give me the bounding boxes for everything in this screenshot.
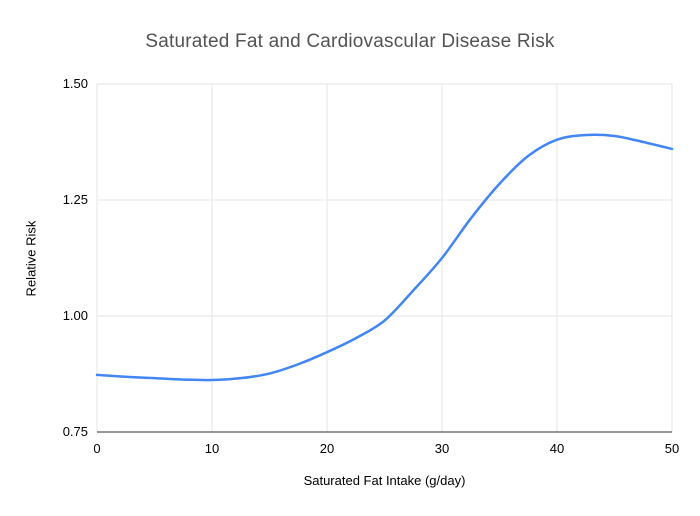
x-tick-label: 0	[93, 441, 101, 456]
y-tick-label: 1.00	[62, 308, 88, 323]
series-line-relative-risk	[95, 133, 674, 382]
y-tick-label: 1.25	[62, 192, 88, 207]
chart-title: Saturated Fat and Cardiovascular Disease…	[145, 31, 555, 52]
y-axis-title: Relative Risk	[23, 220, 39, 297]
x-tick-label: 30	[434, 441, 450, 456]
x-tick-label: 50	[664, 441, 680, 456]
x-tick-label: 10	[204, 441, 220, 456]
x-tick-label: 40	[549, 441, 565, 456]
x-tick-label: 20	[319, 441, 335, 456]
y-tick-label: 1.50	[62, 76, 88, 91]
x-axis-title: Saturated Fat Intake (g/day)	[303, 473, 466, 488]
y-tick-label: 0.75	[62, 424, 88, 439]
